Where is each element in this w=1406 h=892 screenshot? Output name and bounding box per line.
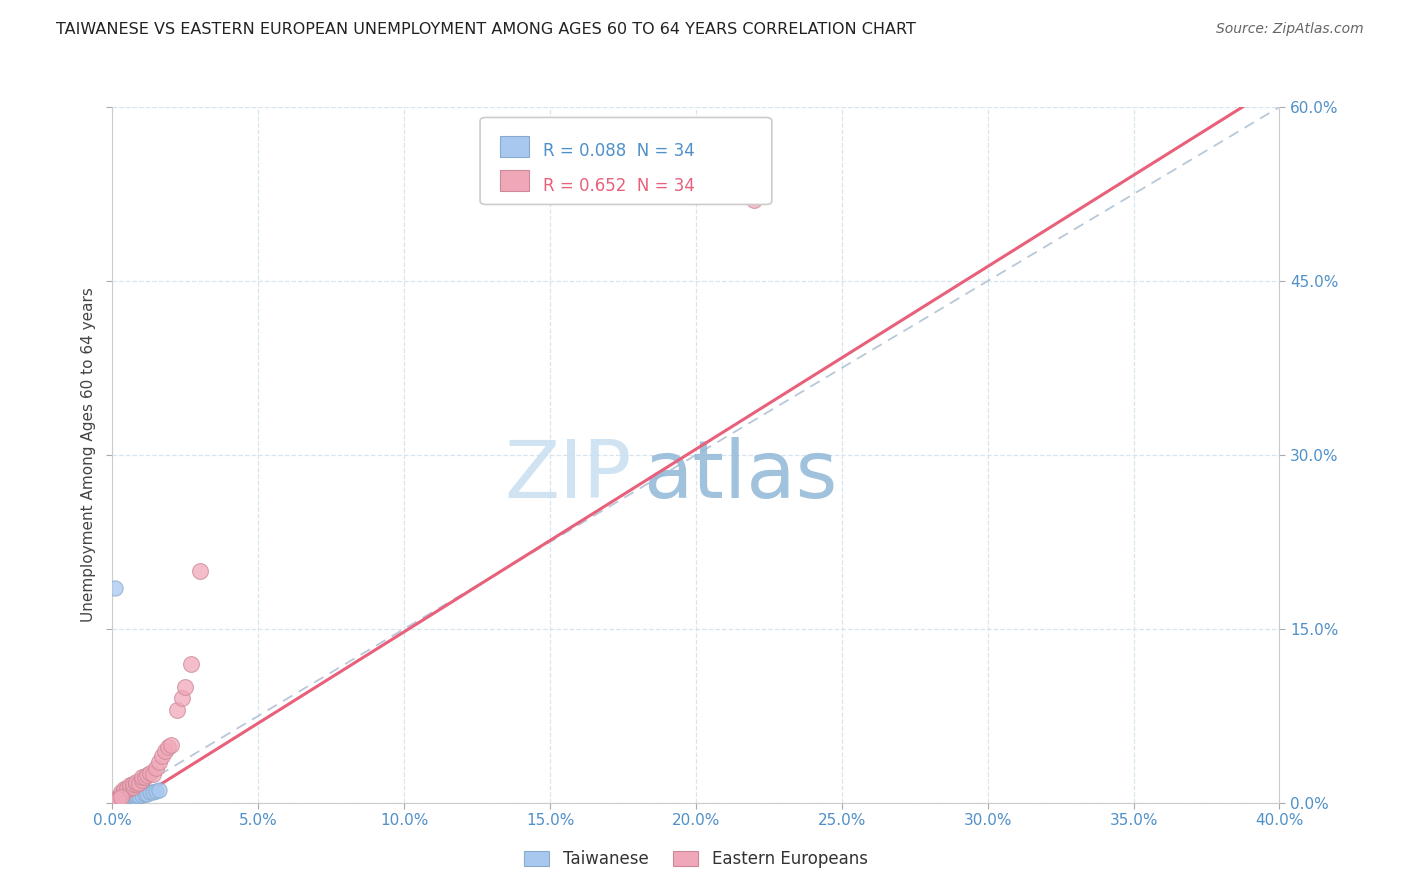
Point — [104, 795, 127, 809]
Point — [131, 772, 153, 787]
Point — [115, 780, 138, 795]
Point — [115, 790, 138, 805]
Point — [115, 791, 138, 805]
Point — [118, 778, 141, 792]
Point — [112, 790, 135, 805]
Point — [112, 784, 135, 798]
Point — [125, 788, 148, 802]
Point — [107, 792, 129, 806]
Point — [110, 787, 132, 801]
Point — [110, 792, 132, 806]
Point — [107, 793, 129, 807]
Point — [125, 777, 148, 791]
Point — [134, 787, 156, 801]
Point — [104, 793, 127, 807]
Point — [174, 680, 197, 694]
Point — [136, 768, 159, 782]
Point — [742, 193, 765, 207]
Legend: Taiwanese, Eastern Europeans: Taiwanese, Eastern Europeans — [517, 843, 875, 874]
Y-axis label: Unemployment Among Ages 60 to 64 years: Unemployment Among Ages 60 to 64 years — [80, 287, 96, 623]
Point — [112, 781, 135, 796]
Point — [122, 780, 145, 794]
Point — [125, 790, 148, 805]
Point — [110, 785, 132, 799]
Bar — [501, 136, 529, 157]
Point — [145, 784, 167, 798]
Point — [188, 564, 211, 578]
Text: TAIWANESE VS EASTERN EUROPEAN UNEMPLOYMENT AMONG AGES 60 TO 64 YEARS CORRELATION: TAIWANESE VS EASTERN EUROPEAN UNEMPLOYME… — [56, 22, 917, 37]
Point — [145, 761, 167, 775]
Point — [150, 749, 173, 764]
Bar — [501, 170, 529, 192]
Point — [131, 770, 153, 784]
Point — [134, 770, 156, 784]
Point — [139, 765, 162, 780]
Text: Source: ZipAtlas.com: Source: ZipAtlas.com — [1216, 22, 1364, 37]
Point — [139, 785, 162, 799]
Point — [142, 766, 165, 781]
Point — [148, 755, 170, 769]
Point — [107, 795, 129, 809]
Point — [112, 792, 135, 806]
Text: atlas: atlas — [644, 437, 838, 515]
Point — [115, 792, 138, 806]
Point — [112, 793, 135, 807]
Point — [128, 789, 150, 803]
Point — [128, 776, 150, 790]
Text: ZIP: ZIP — [505, 437, 631, 515]
Point — [136, 787, 159, 801]
Text: R = 0.088  N = 34: R = 0.088 N = 34 — [543, 142, 695, 160]
Point — [115, 783, 138, 797]
Point — [156, 740, 179, 755]
Point — [172, 691, 194, 706]
FancyBboxPatch shape — [479, 118, 772, 204]
Point — [122, 790, 145, 805]
Point — [118, 790, 141, 805]
Point — [153, 744, 176, 758]
Point — [122, 789, 145, 803]
Point — [110, 793, 132, 807]
Point — [112, 791, 135, 805]
Point — [107, 790, 129, 805]
Point — [125, 775, 148, 789]
Point — [142, 785, 165, 799]
Point — [131, 788, 153, 802]
Point — [107, 793, 129, 807]
Point — [110, 792, 132, 806]
Point — [104, 795, 127, 809]
Point — [180, 657, 202, 671]
Point — [166, 703, 188, 717]
Point — [110, 790, 132, 805]
Point — [110, 795, 132, 809]
Point — [110, 791, 132, 805]
Point — [118, 791, 141, 805]
Point — [148, 783, 170, 797]
Point — [160, 738, 183, 752]
Point — [104, 582, 127, 596]
Point — [118, 780, 141, 795]
Point — [107, 792, 129, 806]
Text: R = 0.652  N = 34: R = 0.652 N = 34 — [543, 177, 695, 194]
Point — [122, 777, 145, 791]
